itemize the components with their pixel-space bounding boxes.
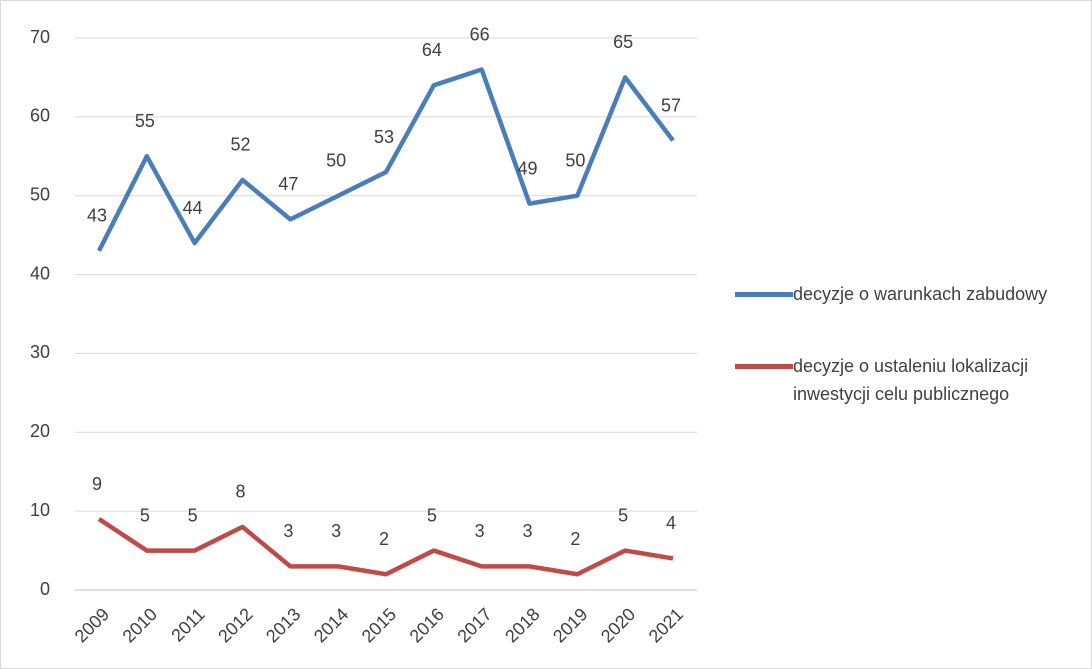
y-tick-label: 10 (30, 500, 50, 520)
data-label: 3 (331, 521, 341, 541)
data-label: 65 (613, 32, 633, 52)
data-label: 52 (230, 135, 250, 155)
x-tick-label: 2013 (262, 604, 304, 646)
x-tick-label: 2011 (167, 604, 209, 646)
y-tick-label: 0 (40, 579, 50, 599)
y-tick-label: 30 (30, 342, 50, 362)
x-tick-label: 2020 (597, 604, 639, 646)
legend-item: decyzje o ustaleniu lokalizacji inwestyc… (735, 352, 1065, 408)
data-label: 57 (661, 95, 681, 115)
x-tick-label: 2017 (453, 604, 495, 646)
data-label: 2 (379, 529, 389, 549)
data-label: 5 (427, 505, 437, 525)
data-label: 44 (183, 198, 203, 218)
data-label: 50 (326, 150, 346, 170)
data-label: 55 (135, 111, 155, 131)
x-tick-label: 2018 (501, 604, 543, 646)
y-tick-label: 70 (30, 27, 50, 47)
x-tick-label: 2009 (71, 604, 113, 646)
data-label: 3 (283, 521, 293, 541)
data-label: 49 (517, 158, 537, 178)
x-tick-label: 2021 (645, 604, 687, 646)
data-label: 5 (140, 505, 150, 525)
y-tick-label: 40 (30, 263, 50, 283)
data-label: 50 (565, 150, 585, 170)
series-line (96, 67, 675, 252)
data-label: 3 (522, 521, 532, 541)
y-tick-label: 60 (30, 106, 50, 126)
data-label: 2 (570, 529, 580, 549)
data-label: 47 (278, 174, 298, 194)
legend-label: decyzje o ustaleniu lokalizacji inwestyc… (793, 356, 1029, 404)
data-label: 8 (235, 482, 245, 502)
data-label: 9 (92, 474, 102, 494)
x-tick-label: 2019 (549, 604, 591, 646)
data-label: 53 (374, 127, 394, 147)
data-label: 66 (470, 24, 490, 44)
data-label: 3 (475, 521, 485, 541)
x-tick-label: 2015 (358, 604, 400, 646)
data-label: 5 (618, 505, 628, 525)
legend-swatch (735, 292, 793, 297)
series-line (97, 517, 674, 577)
x-tick-label: 2010 (119, 604, 161, 646)
y-tick-label: 20 (30, 421, 50, 441)
x-tick-label: 2014 (310, 604, 352, 646)
legend-swatch (735, 364, 793, 369)
data-label: 4 (666, 513, 676, 533)
data-label: 43 (87, 206, 107, 226)
legend-item: decyzje o warunkach zabudowy (735, 280, 1065, 308)
x-tick-label: 2012 (214, 604, 256, 646)
legend-label: decyzje o warunkach zabudowy (793, 284, 1048, 304)
y-tick-label: 50 (30, 184, 50, 204)
data-label: 64 (422, 40, 442, 60)
data-label: 5 (188, 505, 198, 525)
x-tick-label: 2016 (406, 604, 448, 646)
